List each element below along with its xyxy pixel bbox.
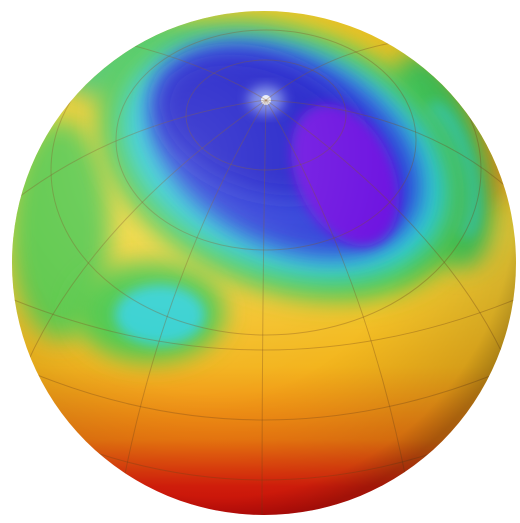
page [12,11,516,515]
sphere-surface [12,11,516,515]
edge-shading [12,11,516,515]
globe-visualization [12,11,516,515]
